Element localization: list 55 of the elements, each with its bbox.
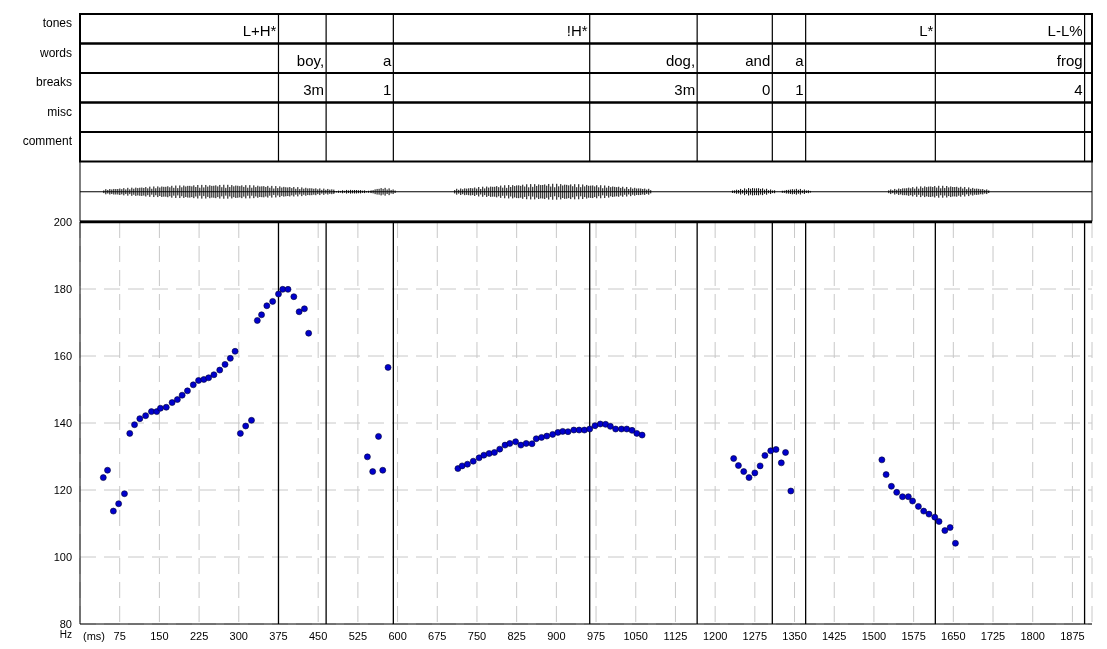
y-tick-label: 80 [59,617,72,630]
text: !H* [566,22,588,39]
text: 4 [1074,81,1083,98]
text: breaks [35,75,72,89]
x-tick-label: 1125 [663,629,688,642]
x-tick-label: 825 [507,629,526,642]
text: L-L% [1047,22,1083,39]
text: L+H* [242,22,277,39]
text: tones [42,16,72,30]
x-tick-label: 1200 [702,629,728,642]
text: L* [919,22,934,39]
x-tick-label: 1275 [742,629,768,642]
x-tick-label: 900 [547,629,566,642]
text: misc [47,104,72,119]
x-tick-label: 1575 [901,629,926,642]
x-tick-label: 600 [388,629,407,642]
x-tick-label: 1350 [782,629,807,642]
text: frog [1056,51,1083,69]
x-tick-label: 300 [229,629,248,642]
x-axis-title: (ms) [83,630,105,642]
text: words [38,45,72,60]
x-tick-label: 150 [150,629,169,642]
y-tick-label: 140 [53,416,72,429]
x-tick-label: 525 [348,629,368,642]
x-tick-label: 1425 [821,629,847,642]
text: a [383,51,392,69]
x-tick-label: 1650 [941,629,966,642]
text: comment [22,134,73,148]
text: a [795,51,805,69]
x-tick-label: 1725 [980,629,1006,642]
x-tick-label: 1050 [623,629,648,642]
x-tick-label: 1500 [861,629,887,642]
y-tick-label: 120 [53,483,72,496]
text: 3m [303,81,325,98]
x-tick-label: 1800 [1020,629,1045,642]
x-tick-label: 75 [113,629,126,642]
y-tick-label: 200 [53,215,72,228]
y-tick-label: 180 [53,282,72,295]
text: 1 [383,81,392,98]
y-tick-label: 160 [53,349,72,362]
x-tick-label: 975 [586,629,606,642]
y-tick-label: 100 [53,550,72,563]
text: 1 [795,81,804,98]
text: 3m [674,81,696,98]
x-tick-label: 225 [189,629,209,642]
text: boy, [296,51,325,69]
x-tick-label: 675 [428,629,447,642]
x-tick-label: 450 [309,629,328,642]
x-tick-label: 750 [467,629,487,642]
text: dog, [665,51,696,69]
x-tick-label: 1875 [1060,629,1085,642]
x-tick-label: 375 [269,629,288,642]
text: 0 [761,81,771,98]
y-axis-title: Hz [59,629,72,640]
text: and [745,51,771,69]
